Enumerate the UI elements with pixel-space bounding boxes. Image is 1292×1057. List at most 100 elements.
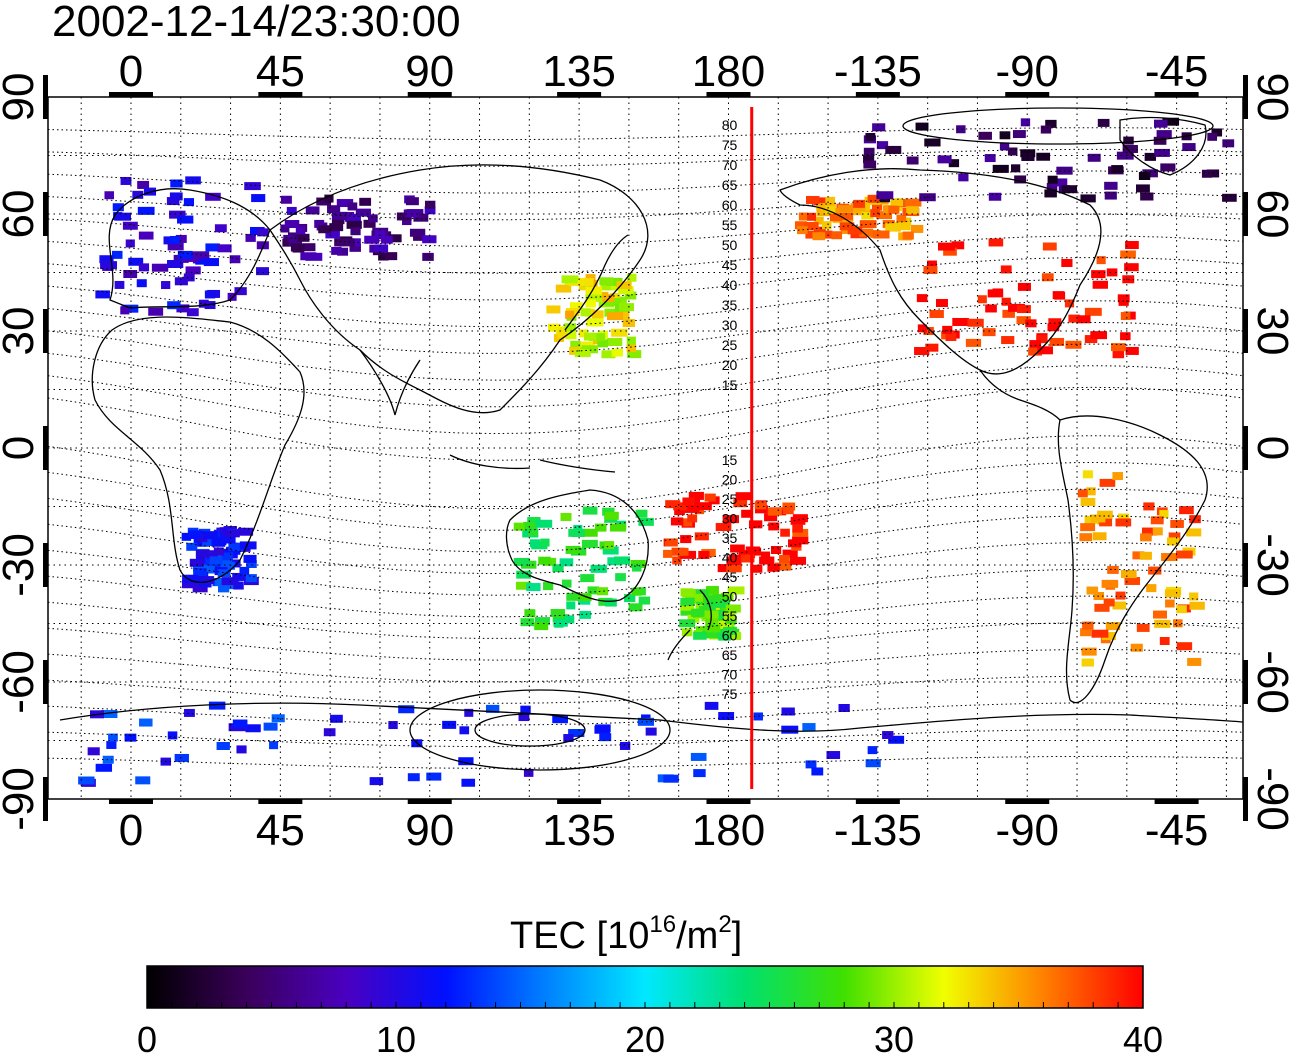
tec-pixel [665, 500, 681, 509]
tec-pixel [239, 541, 257, 550]
tec-pixel [520, 618, 534, 627]
tec-pixel [602, 294, 615, 303]
tec-pixel [350, 227, 361, 236]
tec-pixel [561, 579, 572, 588]
tec-pixel [381, 235, 393, 244]
tec-pixel [287, 232, 305, 241]
tec-pixel [705, 624, 721, 633]
tec-pixel [288, 237, 303, 246]
frame-tick-left [43, 75, 48, 119]
tec-pixel [346, 220, 362, 229]
tec-pixel [615, 573, 626, 582]
tec-pixel [338, 238, 355, 247]
lat-tick-label-right: 0 [1248, 436, 1292, 460]
tec-pixel [1065, 340, 1082, 349]
tec-pixel [1002, 309, 1015, 318]
tec-pixel [589, 333, 606, 342]
tec-pixel [888, 735, 905, 744]
tec-pixel [859, 220, 877, 229]
tec-pixel [552, 564, 564, 573]
lat-tick-label-right: 90 [1248, 73, 1292, 122]
tec-pixel [580, 574, 595, 583]
tec-pixel [693, 631, 707, 640]
tec-pixel [1170, 519, 1184, 528]
tec-pixel [246, 560, 257, 569]
tec-pixel [563, 615, 575, 624]
tec-pixel [1156, 130, 1172, 139]
tec-pixel [1094, 603, 1110, 612]
tec-pixel [1091, 629, 1109, 638]
tec-pixel [1111, 165, 1123, 174]
tec-pixel [243, 554, 257, 563]
tec-pixel [228, 542, 244, 551]
contour-label: 35 [722, 530, 738, 546]
magnetic-contour [48, 278, 1243, 328]
tec-pixel [584, 332, 597, 341]
tec-pixel [923, 265, 938, 274]
tec-pixel [586, 318, 604, 327]
tec-pixel [1189, 592, 1199, 601]
tec-pixel [1118, 513, 1130, 522]
contour-label: 50 [722, 589, 738, 605]
contour-label: 80 [722, 117, 738, 133]
latitude-axis-right: 90 60 30 0 -30 -60 -90 [1248, 73, 1292, 831]
coastline-central-america [979, 369, 1061, 421]
tec-pixel [302, 243, 316, 252]
tec-pixel [616, 311, 630, 320]
tec-pixel [204, 290, 216, 299]
tec-pixel [217, 584, 230, 593]
tec-pixel [802, 723, 816, 732]
tec-pixel [181, 580, 199, 589]
tec-pixel [796, 226, 808, 235]
tec-pixel [232, 719, 248, 728]
tec-pixel [534, 617, 550, 626]
tec-pixel [569, 302, 583, 311]
map-background [48, 97, 1243, 799]
tec-pixel [1135, 184, 1150, 193]
contour-label: 65 [722, 177, 738, 193]
tec-pixel [183, 198, 195, 207]
tec-pixel [967, 318, 984, 327]
tec-pixel [1068, 314, 1080, 323]
tec-pixel [104, 191, 115, 200]
tec-pixel [1048, 318, 1062, 327]
colorbar-gradient [146, 965, 1144, 1009]
tec-pixel [1130, 643, 1143, 652]
tec-pixel [211, 538, 226, 547]
tec-pixel [1120, 312, 1131, 321]
frame-tick-left [43, 309, 48, 353]
tec-pixel [1146, 584, 1157, 593]
tec-pixel [579, 610, 592, 619]
tec-pixel [1211, 128, 1223, 137]
frame-tick-right [1243, 543, 1248, 587]
tec-pixel [564, 323, 577, 332]
tec-pixel [863, 160, 877, 169]
tec-pixel [318, 225, 332, 234]
tec-pixel [1092, 280, 1109, 289]
tec-pixel [1182, 143, 1196, 152]
tec-region [181, 526, 259, 593]
tec-region [280, 194, 437, 261]
tec-pixel [422, 235, 437, 244]
tec-pixel [347, 202, 358, 211]
tec-pixel [616, 281, 632, 290]
colorbar-title-sup2: 2 [718, 911, 731, 938]
tec-pixel [582, 528, 598, 537]
frame-tick-left [43, 543, 48, 587]
lon-tick-label-top: 180 [692, 47, 765, 96]
tec-pixel [413, 213, 429, 222]
tec-region [663, 491, 809, 573]
tec-pixel [781, 707, 795, 716]
frame-tick-bottom [706, 799, 751, 804]
tec-pixel [725, 604, 741, 613]
tec-pixel [1086, 586, 1099, 595]
tec-pixel [692, 589, 709, 598]
tec-pixel [693, 769, 706, 778]
tec-pixel [186, 308, 199, 317]
frame-tick-right [1243, 777, 1248, 821]
tec-pixel [619, 303, 635, 312]
tec-pixel [807, 212, 817, 221]
tec-pixel [1020, 118, 1031, 127]
tec-pixel [738, 550, 756, 559]
